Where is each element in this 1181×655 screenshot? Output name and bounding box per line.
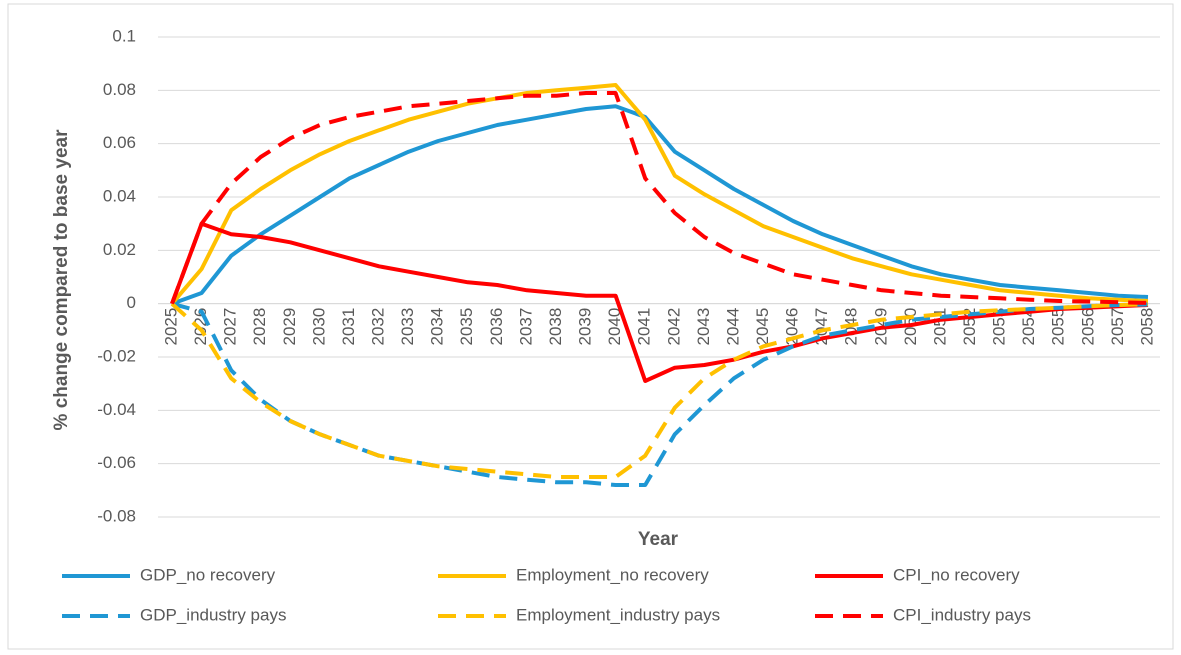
y-axis-title: % change compared to base year [51,129,72,431]
legend-label: CPI_industry pays [893,605,1031,624]
x-tick-label: 2036 [487,308,506,346]
y-tick-label: -0.02 [97,346,136,365]
series-line [171,104,1149,306]
x-tick-label: 2033 [398,308,417,346]
legend-label: Employment_no recovery [516,565,709,584]
x-tick-label: 2025 [161,308,180,346]
y-tick-label: -0.08 [97,506,136,525]
x-tick-label: 2035 [457,308,476,346]
y-tick-label: 0.1 [112,26,136,45]
y-tick-label: 0 [127,293,136,312]
x-tick-label: 2041 [635,308,654,346]
chart-frame [7,3,1174,650]
y-tick-label: 0.06 [103,133,136,152]
x-tick-label: 2030 [309,308,328,346]
legend-label: CPI_no recovery [893,565,1020,584]
x-tick-label: 2039 [576,308,595,346]
x-tick-label: 2027 [221,308,240,346]
x-tick-label: 2034 [428,308,447,346]
x-tick-label: 2040 [605,308,624,346]
x-tick-label: 2028 [250,308,269,346]
legend-label: GDP_industry pays [140,605,286,624]
y-tick-label: 0.02 [103,240,136,259]
x-tick-label: 2057 [1108,308,1127,346]
x-tick-label: 2055 [1049,308,1068,346]
x-tick-label: 2054 [1019,308,1038,346]
x-tick-label: 2053 [990,308,1009,346]
x-tick-label: 2038 [546,308,565,346]
x-tick-label: 2058 [1137,308,1156,346]
y-tick-label: -0.06 [97,453,136,472]
legend-label: Employment_industry pays [516,605,720,624]
x-axis-title: Year [638,529,679,550]
legend-label: GDP_no recovery [140,565,276,584]
x-tick-label: 2031 [339,308,358,346]
y-tick-label: 0.04 [103,186,136,205]
x-tick-label: 2029 [280,308,299,346]
series-line [170,302,1149,479]
series-line [170,83,1149,305]
y-tick-label: 0.08 [103,80,136,99]
x-tick-label: 2056 [1078,308,1097,346]
x-tick-label: 2037 [516,308,535,346]
x-tick-label: 2045 [753,308,772,346]
y-tick-label: -0.04 [97,400,136,419]
series-line [170,221,1149,383]
x-tick-label: 2042 [664,308,683,346]
x-tick-label: 2044 [723,308,742,346]
x-tick-label: 2043 [694,308,713,346]
series-line [170,91,1149,305]
x-tick-label: 2032 [369,308,388,346]
